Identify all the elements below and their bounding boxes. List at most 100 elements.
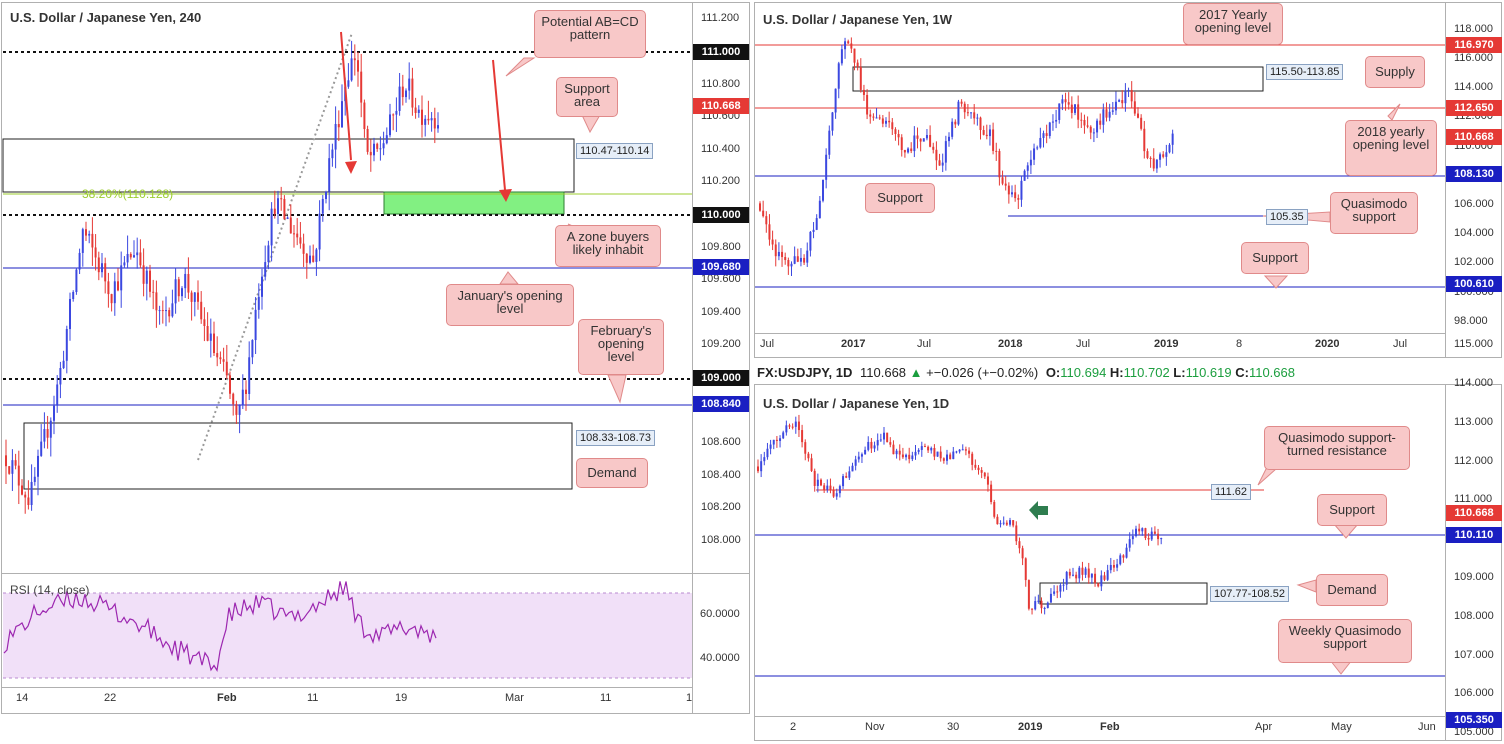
- candle-body: [81, 229, 84, 253]
- candle-body: [1109, 564, 1112, 571]
- time-axis-weekly[interactable]: Jul 2017 Jul 2018 Jul 2019 8 2020 Jul: [755, 336, 1445, 356]
- zone-label-demand-4h: 108.33-108.73: [576, 430, 655, 446]
- candle-body: [1015, 525, 1018, 542]
- price-tick: 109.400: [701, 305, 741, 318]
- demand-zone-4h: [23, 422, 573, 490]
- candle-body: [914, 451, 917, 456]
- callout-2017-open: 2017 Yearly opening level: [1183, 3, 1283, 45]
- candle-body: [1075, 574, 1078, 579]
- candle-body: [845, 476, 848, 478]
- candle-body: [938, 160, 941, 166]
- candle-body: [1034, 601, 1037, 610]
- candle-body: [219, 357, 222, 360]
- candle-body: [1086, 125, 1089, 127]
- candle-body: [101, 263, 103, 273]
- candle-body: [1106, 570, 1109, 580]
- candle-body: [1168, 144, 1171, 153]
- price-tick: 102.000: [1454, 256, 1494, 269]
- candle-body: [810, 458, 813, 471]
- candle-body: [976, 117, 979, 119]
- candle-body: [357, 60, 359, 72]
- candle-body: [379, 148, 382, 150]
- candle-body: [971, 453, 974, 465]
- candle-body: [17, 465, 20, 486]
- candle-body: [794, 421, 797, 427]
- candle-body: [1011, 192, 1013, 195]
- candle-body: [866, 94, 869, 115]
- arrow-down-1: [340, 31, 357, 174]
- price-badge: 109.680: [693, 259, 749, 276]
- price-tick: 98.000: [1454, 314, 1488, 327]
- candle-body: [831, 112, 834, 131]
- candle-body: [1077, 104, 1080, 120]
- candle-body: [321, 198, 324, 214]
- candle-body: [1103, 575, 1106, 580]
- price-tick: 108.600: [701, 436, 741, 449]
- rsi-tick-40: 40.0000: [700, 652, 740, 664]
- price-axis-weekly[interactable]: 118.000116.000114.000112.000110.000108.0…: [1446, 0, 1502, 334]
- candle-body: [1037, 600, 1040, 602]
- candle-body: [1012, 520, 1015, 526]
- candle-body: [395, 110, 398, 115]
- candle-body: [974, 464, 977, 468]
- candle-body: [1009, 520, 1011, 525]
- candle-body: [923, 446, 926, 448]
- price-axis-daily[interactable]: 115.000 114.000 113.000 112.000 111.000 109.0…: [1446, 338, 1502, 738]
- time-axis-4h[interactable]: 14 22 Feb 11 19 Mar 11 1: [2, 690, 692, 710]
- candle-body: [1089, 126, 1092, 133]
- price-axis-4h[interactable]: 111.200 110.800 110.600 110.400 110.200 109.8…: [693, 0, 749, 573]
- candle-body: [1146, 151, 1149, 158]
- candle-body: [768, 224, 771, 240]
- candle-body: [430, 118, 433, 121]
- candle-body: [856, 62, 859, 68]
- price-badge: 108.130: [1446, 165, 1502, 182]
- candle-body: [910, 148, 913, 152]
- candle-body: [104, 263, 107, 282]
- candle-body: [145, 270, 148, 284]
- candle-body: [1045, 133, 1048, 136]
- candle-body: [1049, 593, 1052, 603]
- rsi-label: RSI (14, close): [10, 583, 90, 597]
- candle-body: [1081, 567, 1084, 575]
- candle-body: [1092, 132, 1095, 134]
- candle-body: [788, 425, 791, 427]
- candle-body: [1062, 584, 1065, 586]
- time-axis-daily[interactable]: 2 Nov 30 2019 Feb Apr May Jun: [755, 719, 1445, 739]
- candle-body: [174, 279, 177, 304]
- candle-body: [1040, 600, 1043, 609]
- candle-body: [126, 253, 129, 263]
- candle-body: [1131, 536, 1134, 540]
- candle-body: [986, 476, 989, 485]
- candle-body: [8, 466, 11, 474]
- candle-body: [123, 262, 126, 266]
- time-tick: 8: [1236, 338, 1243, 350]
- price-tick: 111.000: [1454, 493, 1493, 506]
- candle-body: [853, 48, 856, 63]
- candle-body: [149, 270, 151, 292]
- candle-body: [793, 256, 796, 264]
- candle-body: [421, 109, 423, 125]
- close-value: 110.668: [1248, 365, 1295, 380]
- price-badge: 110.000: [693, 207, 749, 223]
- low-value: 110.619: [1185, 365, 1232, 380]
- candle-body: [59, 368, 62, 385]
- candle-body: [1108, 111, 1111, 118]
- candle-body: [417, 109, 420, 113]
- candle-body: [264, 262, 267, 277]
- support-area-zone: [2, 138, 575, 193]
- candle-body: [1128, 539, 1131, 548]
- candle-body: [901, 454, 904, 458]
- candle-body: [881, 118, 884, 124]
- price-tick: 110.800: [701, 77, 740, 90]
- candle-body: [251, 340, 254, 358]
- candle-body: [5, 455, 7, 467]
- candle-body: [181, 288, 183, 297]
- candle-body: [405, 90, 407, 98]
- candle-body: [1111, 110, 1114, 112]
- candle-body: [799, 257, 802, 262]
- callout-support-weekly: Support: [865, 183, 935, 213]
- low-label: L:: [1173, 365, 1186, 380]
- candle-body: [942, 458, 945, 461]
- candle-body: [171, 303, 174, 317]
